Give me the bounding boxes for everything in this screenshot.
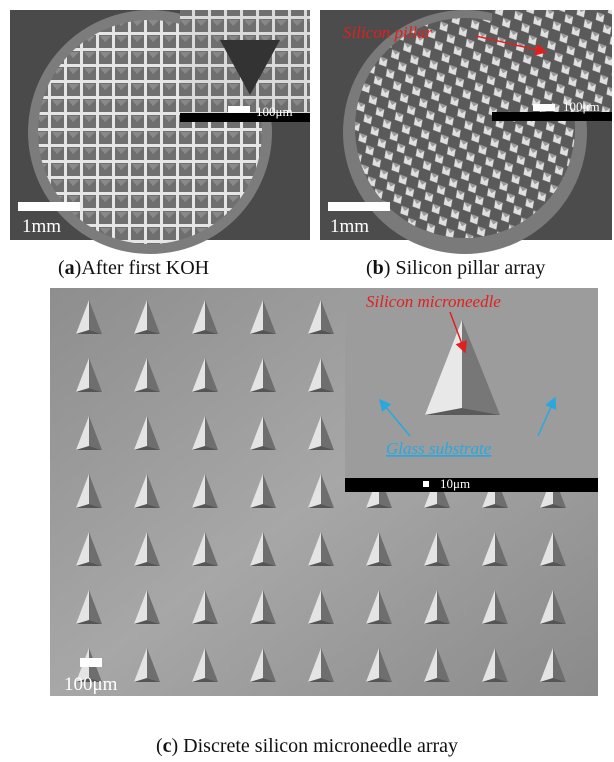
panel-a: 100μm 1mm: [10, 10, 310, 254]
inset-scale-label: 100μm: [563, 99, 600, 114]
annotation: Silicon pillar: [343, 23, 433, 42]
caption-label: a: [65, 257, 75, 279]
figure: 100μm 1mm 100μm 1mm Silicon pillar (a)Af…: [0, 0, 614, 762]
caption: (b) Silicon pillar array: [366, 257, 545, 279]
scale-label: 1mm: [22, 216, 61, 237]
caption: (c) Discrete silicon microneedle array: [156, 735, 458, 757]
panel-c: 10μm Silicon microneedle Glass substrate…: [50, 288, 598, 696]
caption-label: c: [163, 735, 172, 757]
annotation: Glass substrate: [386, 439, 492, 458]
inset-scale-label: 100μm: [256, 104, 293, 119]
caption: (a)After first KOH: [58, 257, 209, 279]
scale-label: 1mm: [330, 216, 369, 237]
inset-scale-label: 10μm: [440, 476, 470, 491]
annotation: Silicon microneedle: [366, 292, 501, 311]
caption-label: b: [373, 257, 384, 279]
caption-text: )After first KOH: [75, 257, 209, 279]
page: 100μm 1mm 100μm 1mm Silicon pillar (a)Af…: [0, 0, 614, 762]
scale-label: 100μm: [64, 674, 118, 695]
caption-text: ) Discrete silicon microneedle array: [172, 735, 459, 757]
caption-text: ) Silicon pillar array: [384, 257, 546, 279]
panel-b: 100μm 1mm Silicon pillar: [320, 10, 612, 254]
